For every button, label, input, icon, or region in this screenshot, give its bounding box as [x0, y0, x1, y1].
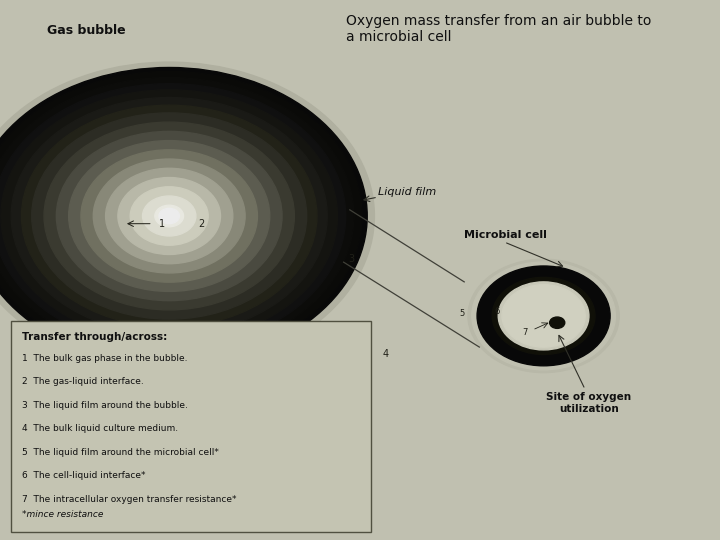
Text: Microbial cell: Microbial cell — [464, 230, 547, 240]
Text: Oxygen mass transfer from an air bubble to
a microbial cell: Oxygen mass transfer from an air bubble … — [346, 14, 651, 44]
Circle shape — [0, 68, 367, 364]
Text: 2  The gas-liquid interface.: 2 The gas-liquid interface. — [22, 377, 143, 386]
Circle shape — [32, 113, 307, 319]
Text: 6: 6 — [494, 307, 500, 316]
Text: Gas bubble: Gas bubble — [47, 24, 125, 37]
Text: 6  The cell-liquid interface*: 6 The cell-liquid interface* — [22, 471, 145, 481]
Text: Transfer through/across:: Transfer through/across: — [22, 332, 167, 342]
Text: 5  The liquid film around the microbial cell*: 5 The liquid film around the microbial c… — [22, 448, 218, 457]
Circle shape — [549, 317, 564, 328]
Circle shape — [0, 71, 362, 361]
Circle shape — [106, 168, 233, 264]
Circle shape — [477, 266, 610, 366]
Circle shape — [492, 278, 595, 354]
Text: 7: 7 — [522, 328, 527, 338]
Circle shape — [94, 159, 245, 273]
Text: 4  The bulk liquid culture medium.: 4 The bulk liquid culture medium. — [22, 424, 178, 433]
Circle shape — [472, 262, 616, 370]
Text: 7  The intracellular oxygen transfer resistance*: 7 The intracellular oxygen transfer resi… — [22, 495, 236, 504]
Text: 2: 2 — [198, 219, 204, 229]
Circle shape — [81, 150, 258, 282]
Circle shape — [0, 84, 346, 348]
Circle shape — [502, 285, 585, 347]
Circle shape — [159, 208, 179, 224]
Circle shape — [118, 178, 220, 254]
Text: Liquid film: Liquid film — [378, 187, 436, 197]
Text: 1  The bulk gas phase in the bubble.: 1 The bulk gas phase in the bubble. — [22, 354, 187, 363]
Text: *mince resistance: *mince resistance — [22, 510, 103, 519]
Text: 1: 1 — [159, 219, 165, 229]
Circle shape — [468, 259, 619, 373]
Circle shape — [68, 140, 270, 292]
Circle shape — [0, 77, 354, 354]
Text: 3  The liquid film around the bubble.: 3 The liquid film around the bubble. — [22, 401, 187, 410]
Text: 4: 4 — [382, 349, 388, 359]
Circle shape — [44, 122, 294, 310]
Circle shape — [143, 196, 196, 236]
FancyBboxPatch shape — [11, 321, 371, 532]
Circle shape — [155, 205, 184, 227]
Circle shape — [1, 90, 338, 342]
Text: 3: 3 — [348, 254, 355, 264]
Circle shape — [498, 282, 589, 350]
Circle shape — [0, 62, 374, 370]
Circle shape — [56, 131, 282, 301]
Circle shape — [130, 187, 208, 245]
Text: Site of oxygen
utilization: Site of oxygen utilization — [546, 393, 631, 414]
Text: 5: 5 — [459, 308, 464, 318]
Circle shape — [22, 105, 317, 327]
Circle shape — [12, 98, 327, 334]
